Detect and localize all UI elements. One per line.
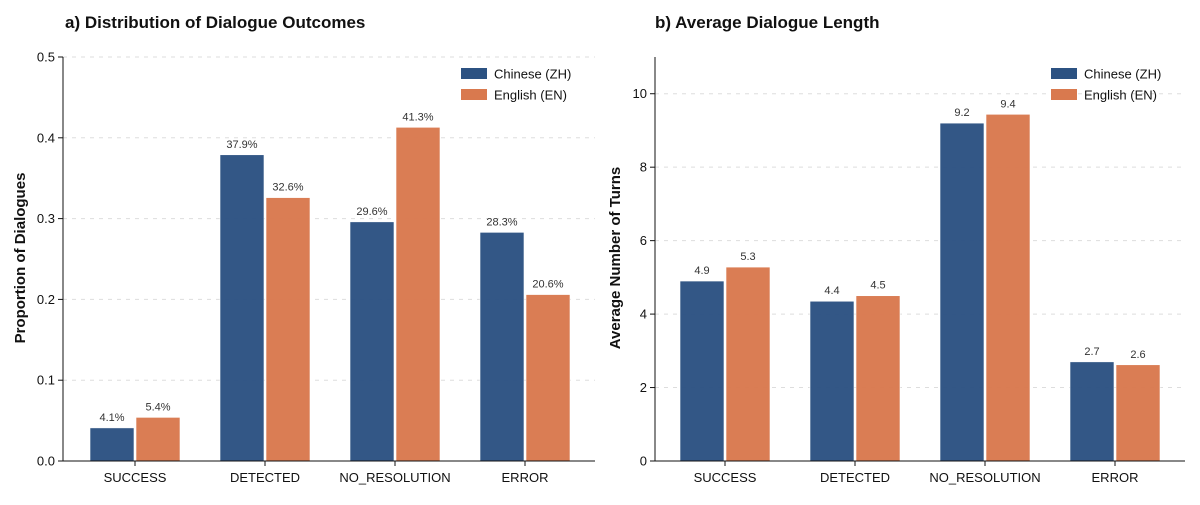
legend-swatch-en: [1051, 89, 1077, 100]
y-tick-label: 0.2: [37, 292, 55, 307]
data-label: 41.3%: [402, 111, 433, 123]
data-label: 4.4: [824, 285, 839, 297]
bar-zh-no-resolution: [939, 122, 985, 462]
bar-en-detected: [265, 197, 311, 462]
bar-zh-detected: [219, 154, 265, 462]
panel-dialogue-length: b) Average Dialogue Length Average Numbe…: [607, 13, 1185, 485]
chart-title: b) Average Dialogue Length: [655, 13, 880, 32]
bars: 4.1% 5.4% 37.9% 32.6% 29.6% 41.3% 28.3% 20.6%: [89, 111, 571, 462]
bar-zh-success: [679, 280, 725, 462]
bar-zh-error: [1069, 361, 1115, 462]
data-label: 5.3: [740, 251, 755, 263]
bar-en-no-resolution: [985, 113, 1031, 462]
y-tick-label: 0.3: [37, 211, 55, 226]
y-axis-label: Proportion of Dialogues: [12, 173, 29, 344]
y-tick-label: 0.1: [37, 373, 55, 388]
data-label: 4.9: [694, 265, 709, 277]
y-tick-label: 2: [640, 380, 647, 395]
legend-swatch-zh: [1051, 68, 1077, 79]
axes: 0.0 0.1 0.2 0.3 0.4 0.5 SUCCESS DETECTED NO_RESO…: [37, 50, 595, 485]
bar-en-no-resolution: [395, 126, 441, 462]
chart-title: a) Distribution of Dialogue Outcomes: [65, 13, 365, 32]
panel-outcomes: a) Distribution of Dialogue Outcomes Pro…: [12, 13, 595, 485]
bar-en-error: [525, 294, 571, 462]
legend: Chinese (ZH) English (EN): [461, 67, 571, 103]
legend-swatch-en: [461, 89, 487, 100]
bars: 4.9 5.3 4.4 4.5 9.2 9.4 2.7 2.6: [679, 98, 1161, 462]
bar-zh-detected: [809, 300, 855, 462]
bar-en-detected: [855, 295, 901, 462]
x-tick-label: NO_RESOLUTION: [339, 470, 450, 485]
bar-en-success: [135, 417, 181, 462]
y-tick-label: 0: [640, 454, 647, 469]
axes: 0 2 4 6 8 10 SUCCESS DETECTED NO_RESOLUTION ERROR: [633, 57, 1185, 485]
data-label: 9.4: [1000, 98, 1015, 110]
x-tick-label: SUCCESS: [104, 470, 167, 485]
y-tick-label: 6: [640, 233, 647, 248]
legend-label: Chinese (ZH): [494, 67, 571, 82]
data-label: 29.6%: [356, 206, 387, 218]
data-label: 4.1%: [99, 412, 124, 424]
x-tick-label: ERROR: [1092, 470, 1139, 485]
data-label: 9.2: [954, 107, 969, 119]
bar-en-error: [1115, 364, 1161, 462]
bar-en-success: [725, 266, 771, 462]
data-label: 4.5: [870, 280, 885, 292]
bar-zh-success: [89, 427, 135, 462]
legend-label: English (EN): [494, 88, 567, 103]
data-label: 2.6: [1130, 349, 1145, 361]
bar-zh-error: [479, 232, 525, 462]
data-label: 37.9%: [226, 139, 257, 151]
x-tick-label: ERROR: [502, 470, 549, 485]
y-tick-label: 10: [633, 86, 647, 101]
data-label: 2.7: [1084, 346, 1099, 358]
data-label: 5.4%: [145, 401, 170, 413]
x-tick-label: DETECTED: [820, 470, 890, 485]
bar-zh-no-resolution: [349, 221, 395, 462]
x-tick-label: NO_RESOLUTION: [929, 470, 1040, 485]
y-tick-label: 0.5: [37, 50, 55, 65]
y-axis-label: Average Number of Turns: [607, 167, 624, 350]
legend: Chinese (ZH) English (EN): [1051, 67, 1161, 103]
x-tick-label: SUCCESS: [694, 470, 757, 485]
legend-swatch-zh: [461, 68, 487, 79]
data-label: 20.6%: [532, 279, 563, 291]
data-label: 28.3%: [486, 216, 517, 228]
y-tick-label: 8: [640, 160, 647, 175]
y-tick-label: 0.4: [37, 130, 55, 145]
data-label: 32.6%: [272, 182, 303, 194]
legend-label: English (EN): [1084, 88, 1157, 103]
legend-label: Chinese (ZH): [1084, 67, 1161, 82]
y-tick-label: 4: [640, 307, 647, 322]
x-tick-label: DETECTED: [230, 470, 300, 485]
y-tick-label: 0.0: [37, 454, 55, 469]
